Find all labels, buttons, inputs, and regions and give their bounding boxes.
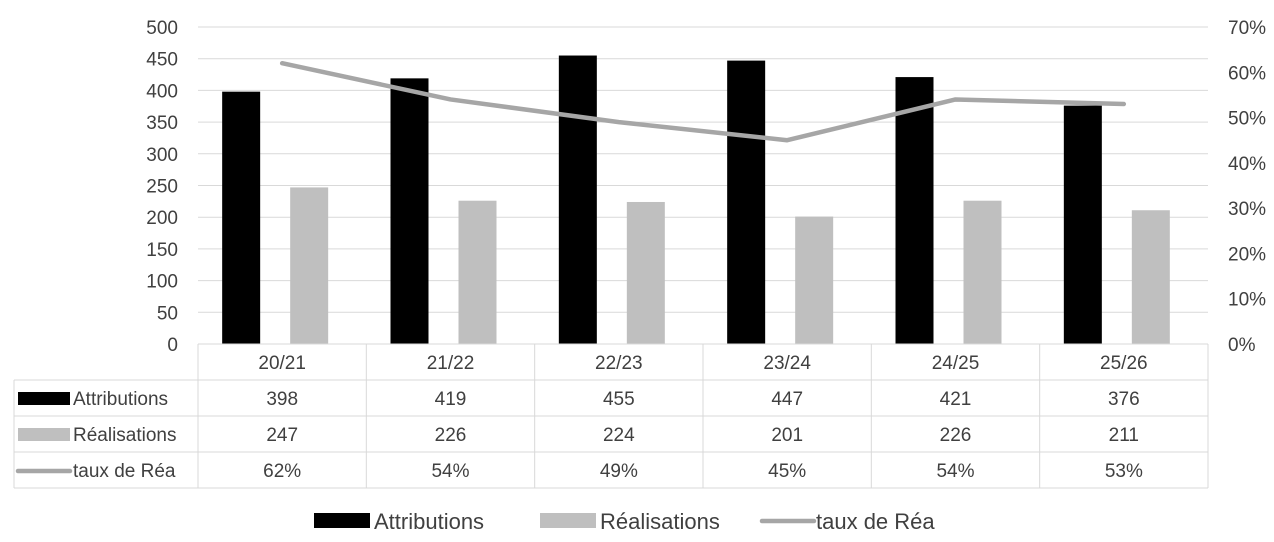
bar-r-alisations: [290, 187, 329, 344]
left-y-axis: 0 50 100 150 200 250 300 350 400 450 500: [146, 18, 178, 356]
data-label: 447: [771, 389, 803, 410]
bar-attributions: [895, 77, 934, 344]
data-label: 49%: [600, 461, 638, 482]
bar-r-alisations: [963, 200, 1002, 344]
y-left-tick-label: 100: [146, 272, 178, 293]
legend-label: Réalisations: [600, 509, 720, 534]
table-key-swatch: [18, 428, 70, 441]
bar-r-alisations: [1131, 210, 1170, 344]
table-row-header: Réalisations: [73, 425, 177, 446]
y-left-tick-label: 400: [146, 81, 178, 102]
category-label: 24/25: [932, 353, 980, 374]
y-left-tick-label: 50: [157, 303, 178, 324]
table-key-swatch: [18, 392, 70, 405]
y-right-tick-label: 0%: [1228, 335, 1256, 356]
y-left-tick-label: 300: [146, 145, 178, 166]
legend-label: Attributions: [374, 509, 484, 534]
line-series: [279, 60, 1127, 143]
data-label: 421: [940, 389, 972, 410]
data-label: 54%: [431, 461, 469, 482]
legend-swatch: [540, 513, 596, 528]
data-label: 62%: [263, 461, 301, 482]
category-label: 21/22: [427, 353, 475, 374]
y-left-tick-label: 350: [146, 113, 178, 134]
y-right-tick-label: 60%: [1228, 63, 1266, 84]
y-left-tick-label: 500: [146, 18, 178, 39]
y-right-tick-label: 20%: [1228, 244, 1266, 265]
right-y-axis: 0% 10% 20% 30% 40% 50% 60% 70%: [1228, 18, 1266, 356]
data-label: 53%: [1105, 461, 1143, 482]
data-label: 211: [1109, 425, 1139, 446]
y-left-tick-label: 150: [146, 240, 178, 261]
bar-attributions: [558, 55, 597, 344]
data-label: 54%: [936, 461, 974, 482]
y-right-tick-label: 50%: [1228, 109, 1266, 130]
category-label: 25/26: [1100, 353, 1148, 374]
y-right-tick-label: 70%: [1228, 18, 1266, 39]
data-label: 247: [266, 425, 298, 446]
data-label: 419: [435, 389, 467, 410]
table-row-header: Attributions: [73, 389, 168, 410]
y-right-tick-label: 10%: [1228, 290, 1266, 311]
bar-series: [222, 55, 1170, 345]
data-label: 226: [435, 425, 467, 446]
y-left-tick-label: 450: [146, 50, 178, 71]
y-right-tick-label: 30%: [1228, 199, 1266, 220]
bar-r-alisations: [458, 200, 497, 344]
bar-r-alisations: [626, 201, 665, 344]
data-table: 20/21 21/22 22/23 23/24 24/25 25/26 Attributio…: [13, 343, 1209, 489]
data-label: 455: [603, 389, 635, 410]
data-label: 226: [940, 425, 972, 446]
bar-attributions: [222, 91, 261, 344]
gridlines: [198, 26, 1208, 313]
legend-swatch: [314, 513, 370, 528]
category-label: 20/21: [258, 353, 306, 374]
legend: Attributions Réalisations taux de Réa: [314, 509, 935, 534]
category-label: 22/23: [595, 353, 643, 374]
y-left-tick-label: 200: [146, 208, 178, 229]
y-right-tick-label: 40%: [1228, 154, 1266, 175]
data-label: 224: [603, 425, 635, 446]
bar-attributions: [1063, 105, 1102, 344]
y-left-tick-label: 0: [167, 335, 178, 356]
line-taux-de-rea: [279, 60, 1127, 143]
data-label: 376: [1108, 389, 1140, 410]
data-label: 398: [266, 389, 298, 410]
table-row-header: taux de Réa: [73, 461, 176, 482]
bar-attributions: [727, 60, 766, 345]
data-label: 45%: [768, 461, 806, 482]
legend-label: taux de Réa: [816, 509, 935, 534]
category-label: 23/24: [763, 353, 811, 374]
bar-r-alisations: [795, 216, 834, 344]
bar-attributions: [390, 78, 429, 344]
y-left-tick-label: 250: [146, 177, 178, 198]
data-label: 201: [771, 425, 803, 446]
